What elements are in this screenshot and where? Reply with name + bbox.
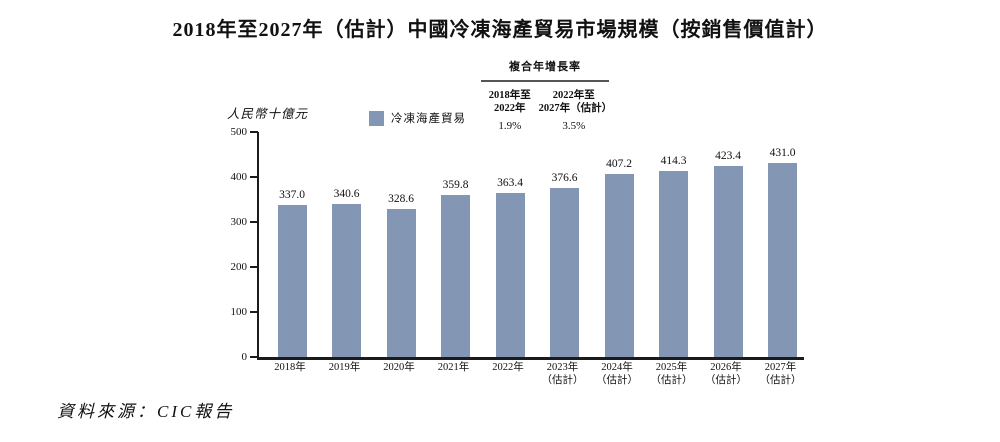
legend-swatch — [369, 110, 384, 126]
source-note: 資料來源：CIC報告 — [57, 402, 235, 421]
bar — [659, 170, 688, 357]
chart-title: 2018年至2027年（估計）中國冷凍海產貿易市場規模（按銷售價值計） — [172, 19, 828, 41]
bar — [768, 163, 797, 357]
bar — [604, 173, 634, 357]
bar — [550, 187, 579, 357]
x-tick-line: 2026年 — [710, 362, 742, 373]
y-tick-label: 500 — [230, 126, 248, 138]
x-tick-line: （估計） — [705, 375, 747, 386]
bar-slot: 359.8 — [429, 132, 483, 357]
bar-value-label: 337.0 — [279, 189, 305, 202]
bar-slot: 376.6 — [538, 132, 592, 357]
cagr-columns: 2018年至 2022年 1.9% 2022年至 2027年（估計） 3.5% — [481, 82, 613, 132]
x-tick-label: 2026年 （估計） — [699, 361, 753, 387]
y-axis-unit-label: 人民幣十億元 — [227, 107, 309, 121]
x-tick-label: 2022年 — [492, 362, 524, 373]
cagr-value: 1.9% — [498, 120, 522, 132]
legend: 冷凍海產貿易 — [369, 110, 466, 126]
legend-label: 冷凍海產貿易 — [391, 113, 466, 125]
x-tick-label: 2021年 — [437, 362, 470, 373]
x-tick-line: （估計） — [759, 375, 802, 386]
y-tick-mark — [250, 356, 258, 358]
x-tick-label: 2023年 （估計） — [536, 361, 590, 387]
bar — [713, 166, 743, 357]
y-tick-mark — [250, 131, 258, 133]
x-tick-line: 2024年 — [601, 362, 633, 373]
y-tick-label: 100 — [230, 306, 248, 318]
y-tick-mark — [250, 266, 258, 268]
cagr-period-line: 2022年至 — [552, 90, 595, 101]
x-tick-label: 2019年 — [328, 362, 361, 373]
y-tick-label: 300 — [230, 216, 248, 228]
plot-area: 0 100 200 300 400 500 337.0 340.6 328.6 359.8 363.… — [231, 126, 804, 363]
bar-slot: 340.6 — [320, 132, 374, 357]
x-tick-line: 2025年 — [655, 362, 688, 373]
bar — [495, 193, 525, 357]
bar-value-label: 423.4 — [715, 150, 741, 163]
cagr-column-2022-2027: 2022年至 2027年（估計） 3.5% — [538, 89, 613, 132]
x-tick-label: 2025年 （估計） — [645, 361, 699, 387]
bar — [277, 205, 307, 357]
bar-slot: 328.6 — [374, 132, 428, 357]
bar-slot: 407.2 — [592, 132, 646, 357]
bar — [332, 203, 361, 357]
cagr-divider — [481, 80, 609, 82]
bar — [386, 209, 416, 357]
cagr-panel: 複合年增長率 2018年至 2022年 1.9% 2022年至 2027年（估計… — [481, 58, 613, 132]
cagr-period-line: 2018年至 — [488, 90, 531, 101]
bar-value-label: 328.6 — [388, 193, 414, 206]
x-tick-label: 2020年 — [383, 362, 415, 373]
y-tick-mark — [250, 221, 258, 223]
x-tick-line: 2027年 — [764, 362, 797, 373]
cagr-period-line: 2027年（估計） — [538, 103, 613, 114]
y-tick-label: 200 — [230, 261, 248, 273]
cagr-title: 複合年增長率 — [509, 61, 581, 73]
x-tick-line: 2023年 — [546, 362, 579, 373]
y-tick-label: 0 — [241, 351, 248, 363]
x-tick-line: （估計） — [596, 375, 638, 386]
y-tick-mark — [250, 176, 258, 178]
bar-value-label: 340.6 — [333, 187, 360, 200]
x-tick-label: 2024年 （估計） — [590, 361, 644, 387]
x-axis-labels: 2018年 2019年 2020年 2021年 2022年 2023年 （估計） 2024年 （… — [257, 361, 802, 393]
x-tick-line: （估計） — [650, 375, 693, 386]
y-tick-mark — [250, 311, 258, 313]
cagr-column-2018-2022: 2018年至 2022年 1.9% — [481, 89, 539, 132]
bar-value-label: 407.2 — [606, 157, 632, 170]
bar-slot: 337.0 — [265, 132, 319, 357]
cagr-period-line: 2022年 — [494, 103, 526, 114]
bar-value-label: 359.8 — [442, 179, 469, 192]
x-tick-line: （估計） — [541, 375, 584, 386]
bar — [441, 195, 470, 357]
bar-slot: 431.0 — [756, 132, 810, 357]
bar-value-label: 431.0 — [769, 147, 796, 160]
bar-slot: 423.4 — [701, 132, 755, 357]
y-tick-label: 400 — [230, 171, 248, 183]
bar-value-label: 363.4 — [497, 177, 523, 190]
cagr-period: 2018年至 2022年 — [481, 89, 539, 115]
cagr-value: 3.5% — [562, 120, 586, 132]
cagr-period: 2022年至 2027年（估計） — [538, 89, 613, 115]
bar-value-label: 414.3 — [660, 154, 687, 167]
x-tick-label: 2018年 — [274, 362, 306, 373]
bar-slot: 363.4 — [483, 132, 537, 357]
bar-slot: 414.3 — [647, 132, 701, 357]
bar-value-label: 376.6 — [551, 171, 578, 184]
x-tick-label: 2027年 （估計） — [754, 361, 808, 387]
